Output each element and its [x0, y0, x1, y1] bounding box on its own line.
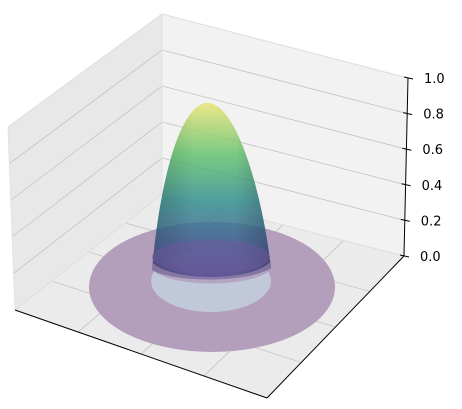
z-tick-label: 0.4 [422, 179, 443, 194]
z-axis-ticks: 0.0 0.2 0.4 0.6 0.8 1.0 [399, 72, 445, 265]
x-axis-line [14, 309, 268, 399]
z-tick-mark [403, 112, 413, 116]
z-axis-line [403, 77, 409, 257]
surface-plot [89, 102, 335, 352]
left-pane-edge [7, 126, 16, 311]
z-tick-label: 1.0 [424, 72, 445, 87]
z-tick-mark [399, 254, 410, 258]
z-tick-mark [403, 76, 414, 80]
z-tick-label: 0.6 [422, 143, 443, 158]
z-tick-label: 0.0 [420, 250, 441, 265]
dome-front-lip [152, 262, 271, 284]
z-tick-label: 0.2 [421, 214, 442, 229]
z-tick-mark [401, 183, 411, 187]
z-tick-mark [400, 218, 410, 222]
dome-shading [152, 102, 271, 280]
dome-base-rim [152, 240, 270, 274]
z-tick-mark [402, 147, 412, 151]
y-axis-line [266, 255, 405, 399]
left-pane [8, 14, 162, 310]
z-tick-label: 0.8 [423, 108, 444, 123]
floor-back-edge [14, 193, 405, 311]
